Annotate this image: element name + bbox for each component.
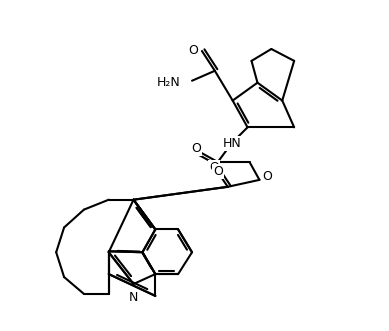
Text: N: N bbox=[129, 291, 138, 304]
Text: O: O bbox=[263, 170, 272, 183]
Text: O: O bbox=[191, 142, 201, 155]
Text: O: O bbox=[188, 44, 198, 58]
Text: HN: HN bbox=[222, 137, 241, 150]
Text: O: O bbox=[213, 166, 223, 178]
Text: O: O bbox=[209, 162, 219, 174]
Text: H₂N: H₂N bbox=[156, 76, 180, 89]
